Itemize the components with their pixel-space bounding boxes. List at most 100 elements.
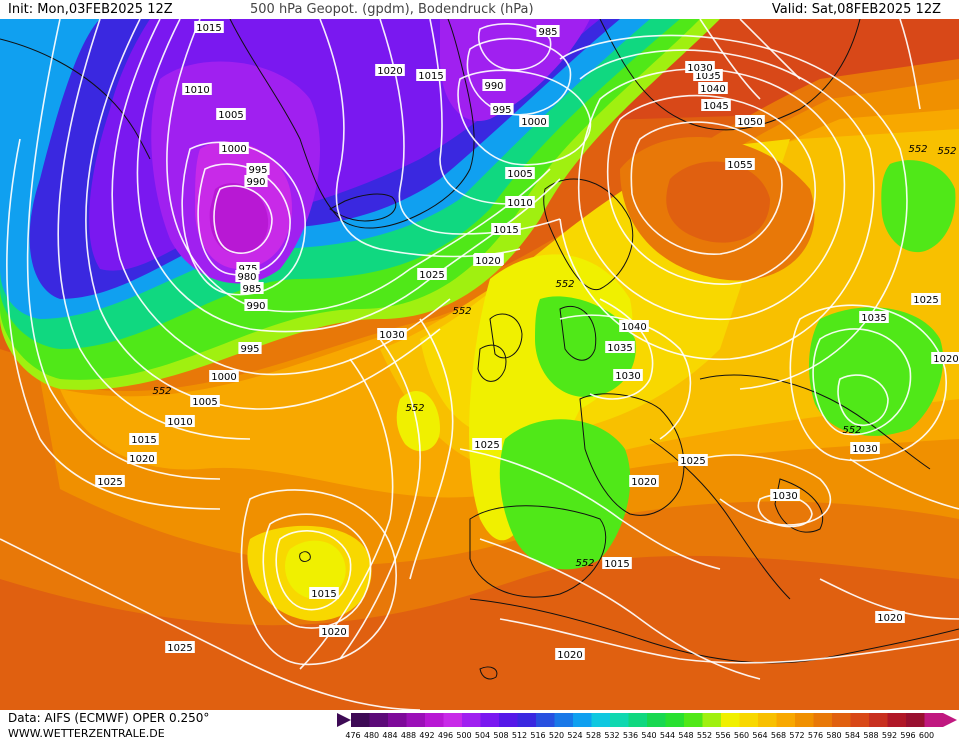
geopotential-fill-layer <box>0 19 959 710</box>
isobar-layer <box>0 19 959 710</box>
svg-text:1005: 1005 <box>192 397 217 408</box>
svg-text:995: 995 <box>248 165 267 176</box>
legend-tick-label: 536 <box>623 731 638 740</box>
legend-tick-label: 484 <box>382 731 397 740</box>
coastline <box>649 438 791 600</box>
isobar-label: 1030 <box>613 369 643 382</box>
isobar-line <box>240 489 397 666</box>
legend-swatch <box>795 713 814 727</box>
geopot-region-548 <box>808 307 944 436</box>
isobar-label: 1025 <box>95 475 125 488</box>
svg-text:990: 990 <box>246 177 265 188</box>
isobar-label: 1015 <box>491 223 521 236</box>
legend-swatch <box>758 713 777 727</box>
isobar-label: 1050 <box>735 115 765 128</box>
legend-tick-label: 532 <box>604 731 619 740</box>
coastline <box>329 193 397 222</box>
isobar-label: 990 <box>244 299 268 312</box>
isobar-line <box>57 19 251 440</box>
legend-tick-label: 596 <box>900 731 915 740</box>
legend-arrow-left <box>337 713 351 727</box>
website-label: WWW.WETTERZENTRALE.DE <box>8 727 165 740</box>
isobar-line <box>577 68 846 321</box>
svg-text:1045: 1045 <box>703 101 728 112</box>
isobar-label: 1025 <box>472 438 502 451</box>
isobar-label: 1020 <box>319 625 349 638</box>
isobar-line <box>429 19 511 205</box>
legend-swatch <box>554 713 573 727</box>
isobar-line <box>589 298 654 400</box>
isobar-label: 1015 <box>129 433 159 446</box>
svg-text:1010: 1010 <box>184 85 209 96</box>
isobar-line <box>6 138 221 510</box>
isobar-label: 990 <box>482 79 506 92</box>
geopot-552-label: 552 <box>937 146 956 157</box>
svg-text:1010: 1010 <box>167 417 192 428</box>
svg-text:1035: 1035 <box>861 313 886 324</box>
isobar-label: 1025 <box>678 454 708 467</box>
isobar-label: 1015 <box>602 557 632 570</box>
svg-text:1030: 1030 <box>379 330 404 341</box>
svg-text:1015: 1015 <box>493 225 518 236</box>
isobar-label: 1025 <box>417 268 447 281</box>
coastline <box>579 393 685 516</box>
svg-text:1025: 1025 <box>913 295 938 306</box>
legend-swatch <box>665 713 684 727</box>
legend-arrow-right <box>943 713 957 727</box>
legend-swatch <box>536 713 555 727</box>
map-title: 500 hPa Geopot. (gpdm), Bodendruck (hPa) <box>250 2 534 17</box>
svg-text:1020: 1020 <box>933 354 958 365</box>
isobar-label: 1010 <box>182 83 212 96</box>
isobar-label: 1010 <box>505 196 535 209</box>
svg-text:1030: 1030 <box>852 444 877 455</box>
isobar-label: 1020 <box>931 352 959 365</box>
legend-tick-label: 476 <box>345 731 360 740</box>
legend-tick-label: 528 <box>586 731 601 740</box>
isobar-line <box>630 121 783 255</box>
svg-text:990: 990 <box>484 81 503 92</box>
svg-text:1000: 1000 <box>521 117 546 128</box>
isobar-line <box>789 304 947 462</box>
legend-tick-label: 556 <box>715 731 730 740</box>
coastline <box>543 178 634 291</box>
svg-text:1030: 1030 <box>772 491 797 502</box>
isobar-label: 995 <box>490 103 514 116</box>
legend-tick-label: 592 <box>882 731 897 740</box>
svg-text:1000: 1000 <box>221 144 246 155</box>
geopot-region-548 <box>881 160 956 253</box>
legend-swatch <box>573 713 592 727</box>
legend-swatch <box>739 713 758 727</box>
isobar-line <box>0 538 421 710</box>
legend-swatch <box>684 713 703 727</box>
geopot-region-556 <box>396 390 440 452</box>
legend-tick-label: 580 <box>826 731 841 740</box>
legend-tick-label: 500 <box>456 731 471 740</box>
legend-tick-label: 540 <box>641 731 656 740</box>
legend-tick-label: 544 <box>660 731 675 740</box>
valid-time-label: Valid: Sat,08FEB2025 12Z <box>771 2 941 17</box>
isobar-line <box>739 19 801 80</box>
svg-text:1025: 1025 <box>97 477 122 488</box>
svg-text:985: 985 <box>538 27 557 38</box>
svg-text:1010: 1010 <box>507 198 532 209</box>
isobar-line <box>699 454 832 526</box>
svg-text:1040: 1040 <box>621 322 646 333</box>
svg-text:995: 995 <box>240 344 259 355</box>
legend-swatch <box>869 713 888 727</box>
legend-swatch <box>850 713 869 727</box>
coastline <box>469 598 959 664</box>
isobar-label: 1025 <box>165 641 195 654</box>
isobar-label: 1020 <box>473 254 503 267</box>
isobar-label: 985 <box>240 282 264 295</box>
legend-swatch <box>832 713 851 727</box>
legend-swatch <box>517 713 536 727</box>
coastline <box>699 374 931 470</box>
legend-tick-label: 520 <box>549 731 564 740</box>
legend-swatch <box>906 713 925 727</box>
isobar-line <box>262 513 372 629</box>
isobar-label: 1040 <box>698 82 728 95</box>
geopot-region-488 <box>209 183 269 254</box>
isobar-label: 985 <box>536 25 560 38</box>
isobar-label: 1015 <box>194 21 224 34</box>
svg-text:1050: 1050 <box>737 117 762 128</box>
